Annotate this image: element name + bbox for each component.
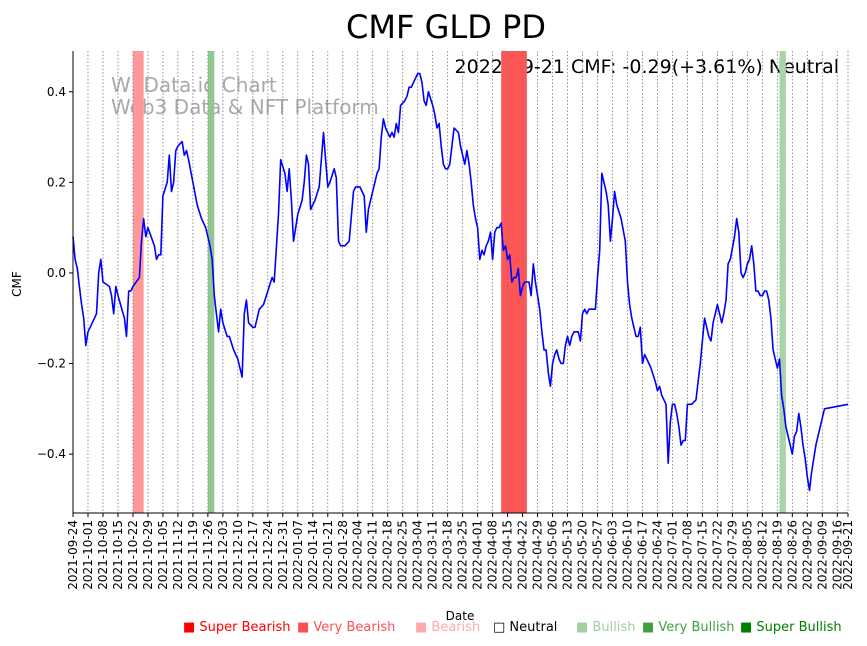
legend-swatch: ■ xyxy=(576,620,593,635)
x-tick-label: 2021-12-17 xyxy=(246,520,260,590)
y-tick-label: 0.2 xyxy=(47,175,66,189)
x-tick-label: 2022-07-29 xyxy=(725,520,739,590)
x-tick-label: 2022-04-29 xyxy=(531,520,545,590)
x-tick-label: 2022-03-18 xyxy=(441,520,455,590)
signal-bands xyxy=(132,51,786,513)
x-tick-label: 2022-05-13 xyxy=(561,520,575,590)
x-tick-label: 2021-11-12 xyxy=(171,520,185,590)
x-tick-label: 2022-06-10 xyxy=(620,520,634,590)
x-tick-label: 2021-10-22 xyxy=(126,520,140,590)
signal-band-very-bearish xyxy=(501,51,527,513)
y-tick-label: −0.2 xyxy=(37,357,66,371)
latest-value-annotation: 2022-09-21 CMF: -0.29(+3.61%) Neutral xyxy=(455,56,839,78)
x-tick-label: 2021-11-19 xyxy=(186,520,200,590)
x-axis: 2021-09-24 2021-10-01 2021-10-08 2021-10-15… xyxy=(66,513,855,590)
x-tick-label: 2022-03-04 xyxy=(411,520,425,590)
vertical-gridlines xyxy=(72,51,849,513)
x-tick-label: 2022-08-12 xyxy=(755,520,769,590)
x-tick-label: 2021-09-24 xyxy=(66,520,80,590)
legend-label: Very Bearish xyxy=(313,620,396,635)
x-tick-label: 2021-12-10 xyxy=(231,520,245,590)
x-tick-label: 2022-08-05 xyxy=(740,520,754,590)
cmf-series xyxy=(72,72,849,492)
x-tick-label: 2021-12-24 xyxy=(261,520,275,590)
x-tick-label: 2022-07-15 xyxy=(695,520,709,590)
signal-band-bullish xyxy=(207,51,215,513)
cmf-line xyxy=(72,72,849,492)
x-tick-label: 2021-12-31 xyxy=(276,520,290,590)
y-tick-label: 0.4 xyxy=(47,85,66,99)
x-tick-label: 2021-10-01 xyxy=(81,520,95,590)
legend-label: Super Bearish xyxy=(199,620,291,635)
legend-item-bullish: ■ Bullish xyxy=(576,620,635,635)
x-tick-label: 2022-04-01 xyxy=(471,520,485,590)
x-tick-label: 2022-06-24 xyxy=(650,520,664,590)
x-tick-label: 2022-04-22 xyxy=(516,520,530,590)
signal-band-bearish xyxy=(132,51,144,513)
x-tick-label: 2022-01-07 xyxy=(291,520,305,590)
legend-label: Bearish xyxy=(431,620,481,635)
x-tick-label: 2022-05-20 xyxy=(576,520,590,590)
legend-swatch: □ xyxy=(493,620,510,635)
x-tick-label: 2022-07-08 xyxy=(680,520,694,590)
x-tick-label: 2022-02-25 xyxy=(396,520,410,590)
legend-swatch: ■ xyxy=(297,620,314,635)
x-tick-label: 2022-07-01 xyxy=(665,520,679,590)
legend-item-super-bullish: ■ Super Bullish xyxy=(740,620,842,635)
legend-item-bearish: ■ Bearish xyxy=(415,620,480,635)
x-tick-label: 2022-09-16 xyxy=(830,520,844,590)
x-tick-label: 2021-10-15 xyxy=(111,520,125,590)
legend-item-super-bearish: ■ Super Bearish xyxy=(183,620,291,635)
y-tick-label: 0.0 xyxy=(47,266,66,280)
x-tick-label: 2022-04-08 xyxy=(486,520,500,590)
x-tick-label: 2022-02-11 xyxy=(366,520,380,590)
x-tick-label: 2021-11-26 xyxy=(201,520,215,590)
x-tick-label: 2022-04-15 xyxy=(501,520,515,590)
x-tick-label: 2022-08-26 xyxy=(785,520,799,590)
chart-title: CMF GLD PD xyxy=(346,8,546,46)
legend-swatch: ■ xyxy=(642,620,659,635)
y-axis: 0.4 0.2 0.0 −0.2 −0.4 xyxy=(37,85,73,461)
legend-label: Neutral xyxy=(509,620,558,635)
x-tick-label: 2022-03-25 xyxy=(456,520,470,590)
legend-swatch: ■ xyxy=(740,620,757,635)
legend-item-neutral: □ Neutral xyxy=(493,620,557,635)
legend-swatch: ■ xyxy=(415,620,432,635)
x-tick-label: 2022-01-28 xyxy=(336,520,350,590)
x-tick-label: 2021-10-29 xyxy=(141,520,155,590)
x-tick-label: 2022-09-21 xyxy=(841,520,855,590)
x-axis-label: Date xyxy=(446,609,475,623)
signal-legend: ■ Super Bearish ■ Very Bearish ■ Bearish □ … xyxy=(0,620,867,640)
x-tick-label: 2022-03-11 xyxy=(426,520,440,590)
legend-item-very-bearish: ■ Very Bearish xyxy=(297,620,395,635)
x-tick-label: 2022-07-22 xyxy=(710,520,724,590)
x-tick-label: 2022-01-21 xyxy=(321,520,335,590)
x-tick-label: 2022-01-14 xyxy=(306,520,320,590)
watermark-line-2: Web3 Data & NFT Platform xyxy=(111,95,379,119)
legend-label: Very Bullish xyxy=(658,620,735,635)
legend-label: Super Bullish xyxy=(756,620,842,635)
x-tick-label: 2022-09-09 xyxy=(815,520,829,590)
x-tick-label: 2022-06-17 xyxy=(635,520,649,590)
legend-item-very-bullish: ■ Very Bullish xyxy=(642,620,734,635)
x-tick-label: 2022-08-19 xyxy=(770,520,784,590)
x-tick-label: 2021-12-03 xyxy=(216,520,230,590)
x-tick-label: 2021-10-08 xyxy=(96,520,110,590)
x-tick-label: 2022-09-02 xyxy=(800,520,814,590)
x-tick-label: 2022-05-06 xyxy=(546,520,560,590)
legend-label: Bullish xyxy=(592,620,636,635)
x-tick-label: 2022-02-04 xyxy=(351,520,365,590)
signal-band-bullish xyxy=(779,51,786,513)
y-tick-label: −0.4 xyxy=(37,447,66,461)
x-tick-label: 2021-11-05 xyxy=(156,520,170,590)
x-tick-label: 2022-06-03 xyxy=(606,520,620,590)
legend-swatch: ■ xyxy=(183,620,200,635)
y-axis-label: CMF xyxy=(10,271,24,297)
x-tick-label: 2022-02-18 xyxy=(381,520,395,590)
x-tick-label: 2022-05-27 xyxy=(591,520,605,590)
